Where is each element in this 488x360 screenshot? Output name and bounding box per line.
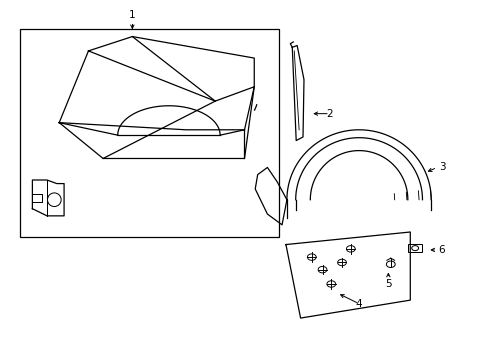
Bar xyxy=(407,244,421,252)
Text: 4: 4 xyxy=(355,299,362,309)
Text: 5: 5 xyxy=(384,279,391,289)
Text: 6: 6 xyxy=(438,245,445,255)
Text: 3: 3 xyxy=(438,162,445,172)
Text: 1: 1 xyxy=(129,10,135,20)
Bar xyxy=(20,30,278,237)
Text: 2: 2 xyxy=(326,109,332,119)
